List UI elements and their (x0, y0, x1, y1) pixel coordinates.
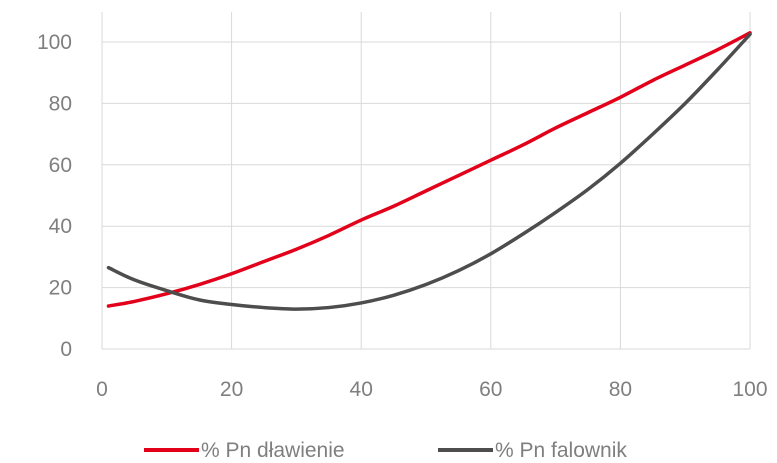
x-tick-label-0: 0 (96, 378, 108, 401)
x-tick-label-60: 60 (479, 378, 502, 401)
x-tick-label-100: 100 (732, 378, 767, 401)
x-axis-ticks: 0 20 40 60 80 100 (96, 378, 767, 401)
x-tick-label-40: 40 (350, 378, 373, 401)
legend-label-falownik: % Pn falownik (495, 439, 627, 462)
y-tick-label-0: 0 (60, 338, 72, 361)
legend-label-dlawienie: % Pn dławienie (201, 439, 345, 462)
series-line-dlawienie (106, 31, 752, 308)
x-tick-label-20: 20 (220, 378, 243, 401)
plot-series (106, 31, 752, 311)
y-tick-label-20: 20 (49, 277, 72, 300)
grid (101, 12, 751, 350)
x-tick-label-80: 80 (609, 378, 632, 401)
y-tick-label-80: 80 (49, 92, 72, 115)
y-tick-label-40: 40 (49, 215, 72, 238)
y-axis-ticks: 0 20 40 60 80 100 (37, 31, 72, 361)
legend: % Pn dławienie % Pn falownik (144, 439, 627, 462)
series-line-falownik (106, 32, 752, 311)
y-tick-label-60: 60 (49, 154, 72, 177)
y-tick-label-100: 100 (37, 31, 72, 54)
